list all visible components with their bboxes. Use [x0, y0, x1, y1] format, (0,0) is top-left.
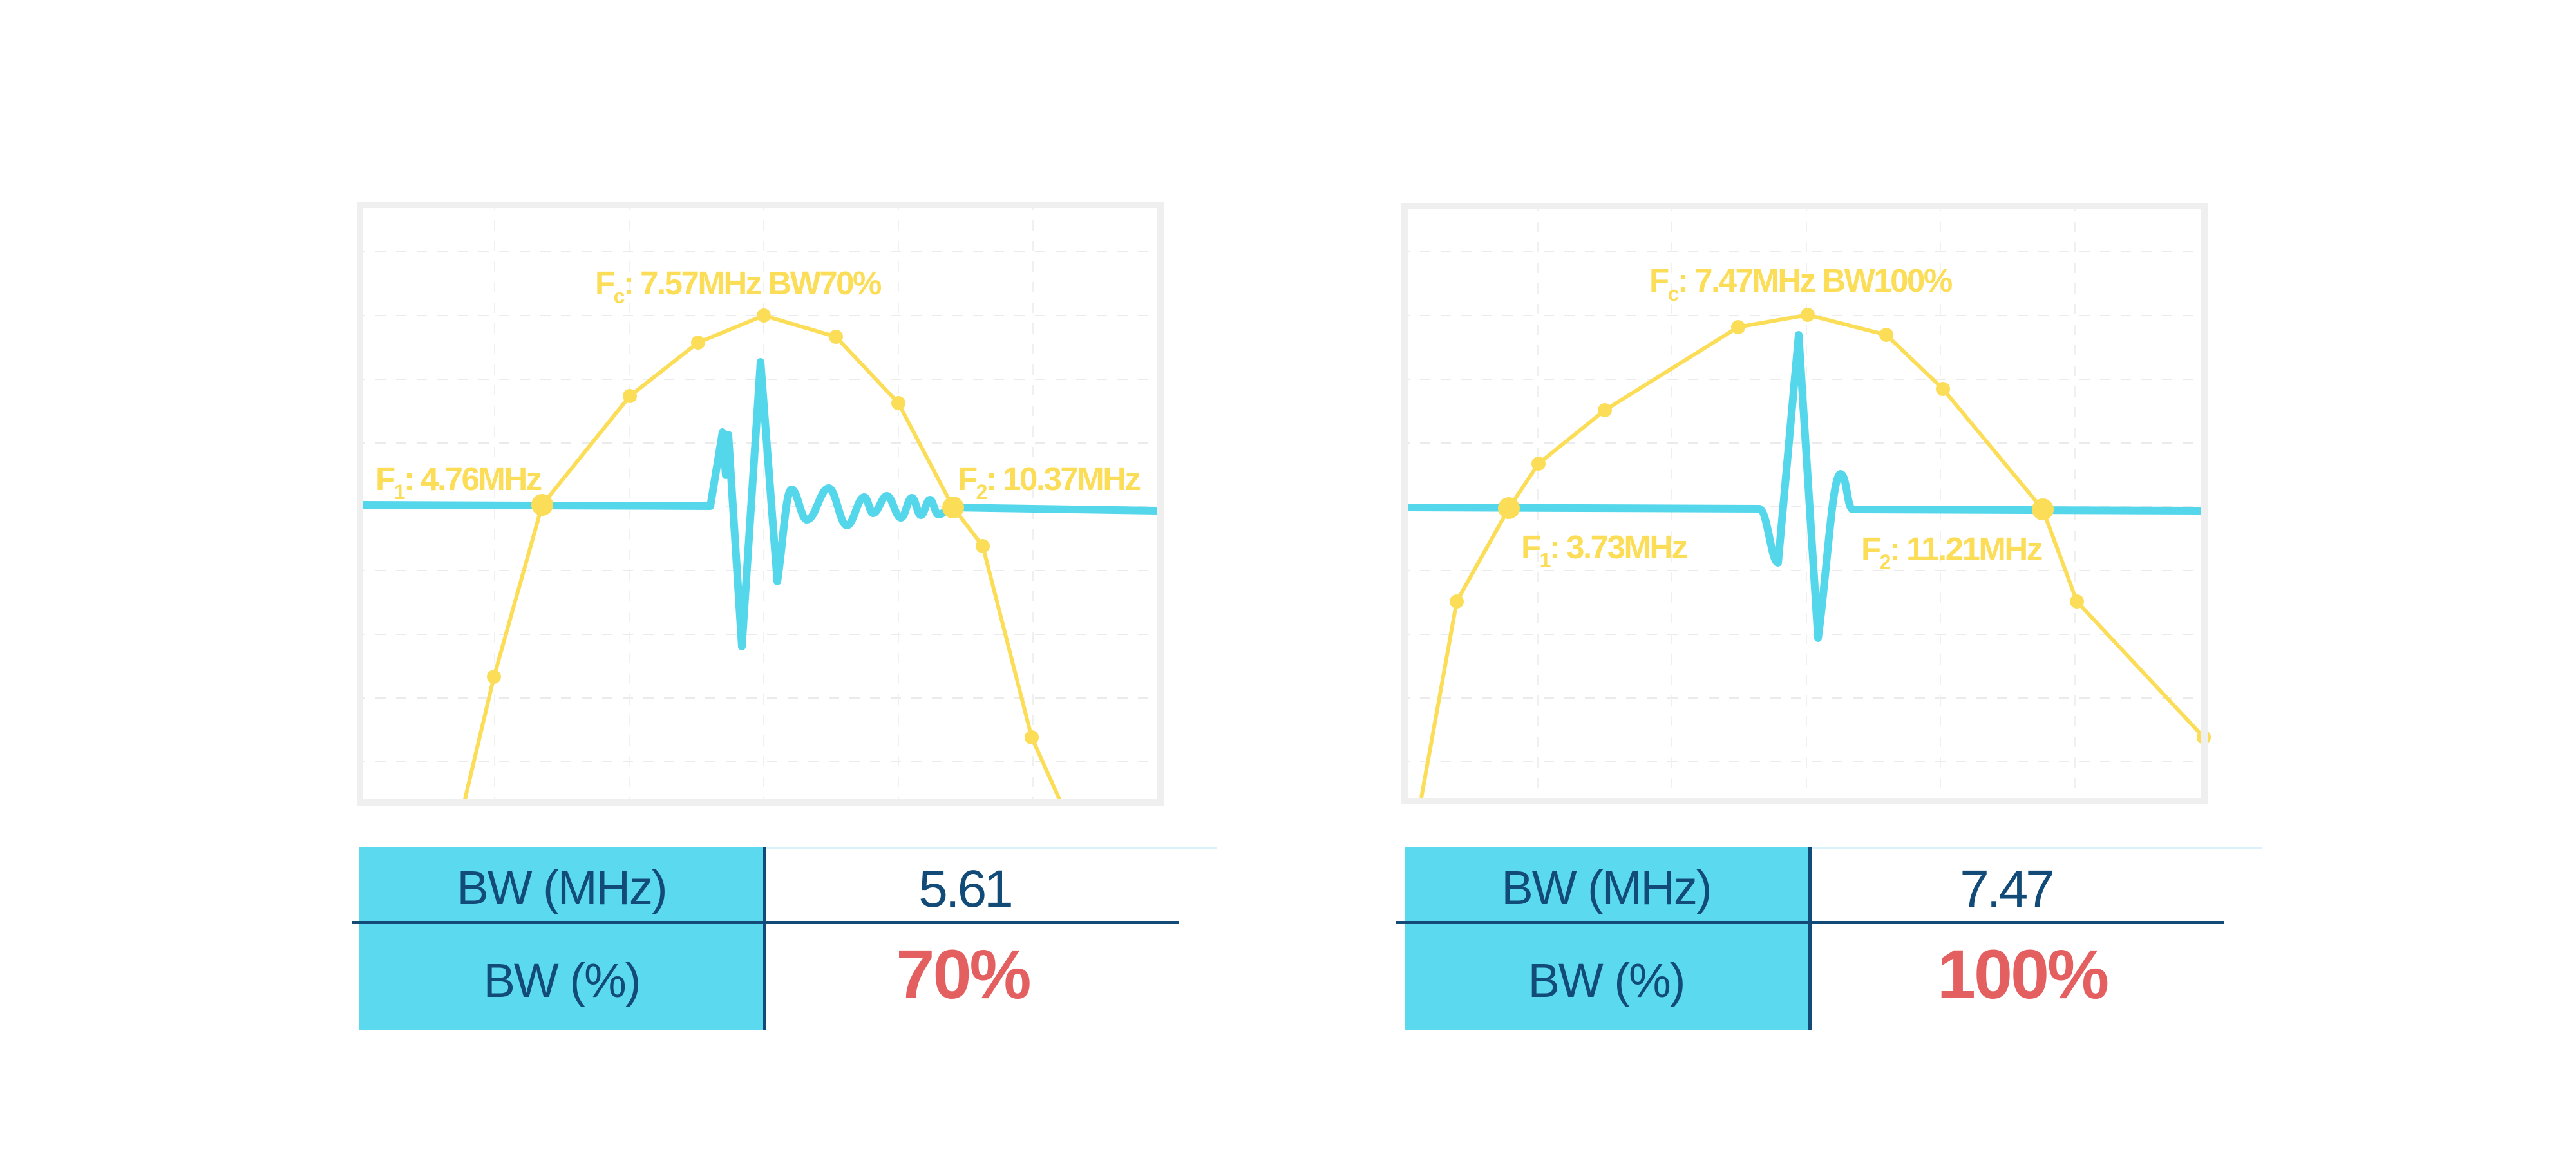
svg-text:BW (MHz): BW (MHz) [1501, 861, 1710, 914]
svg-text:100%: 100% [1937, 935, 2108, 1013]
svg-text:70%: 70% [896, 935, 1030, 1013]
svg-text:F1: 4.76MHz: F1: 4.76MHz [375, 460, 542, 504]
svg-text:BW (MHz): BW (MHz) [457, 861, 666, 914]
svg-text:5.61: 5.61 [918, 860, 1011, 918]
svg-text:Fc: 7.57MHz BW70%: Fc: 7.57MHz BW70% [595, 265, 881, 308]
svg-text:F2: 10.37MHz: F2: 10.37MHz [958, 460, 1141, 504]
svg-text:7.47: 7.47 [1960, 860, 2052, 918]
svg-text:BW (%): BW (%) [1528, 954, 1685, 1007]
svg-text:Fc: 7.47MHz BW100%: Fc: 7.47MHz BW100% [1649, 262, 1952, 305]
svg-text:BW (%): BW (%) [484, 954, 640, 1007]
svg-text:F2: 11.21MHz: F2: 11.21MHz [1861, 531, 2042, 574]
svg-text:F1: 3.73MHz: F1: 3.73MHz [1521, 529, 1687, 572]
